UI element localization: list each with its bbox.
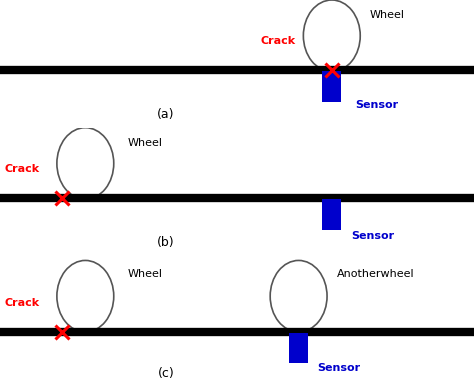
Text: Anotherwheel: Anotherwheel — [337, 270, 414, 280]
Text: Sensor: Sensor — [356, 100, 399, 110]
Text: Crack: Crack — [261, 36, 296, 46]
Text: (b): (b) — [157, 236, 175, 249]
Text: Sensor: Sensor — [318, 363, 361, 373]
Text: Wheel: Wheel — [128, 270, 163, 280]
Text: (c): (c) — [157, 367, 174, 380]
Text: Sensor: Sensor — [351, 231, 394, 241]
Text: (a): (a) — [157, 108, 174, 121]
Bar — [289, 333, 308, 363]
Text: Crack: Crack — [5, 164, 40, 173]
Text: Wheel: Wheel — [128, 138, 163, 148]
Bar — [322, 199, 341, 230]
Text: Crack: Crack — [5, 298, 40, 308]
Bar — [322, 72, 341, 102]
Text: Wheel: Wheel — [370, 10, 405, 20]
